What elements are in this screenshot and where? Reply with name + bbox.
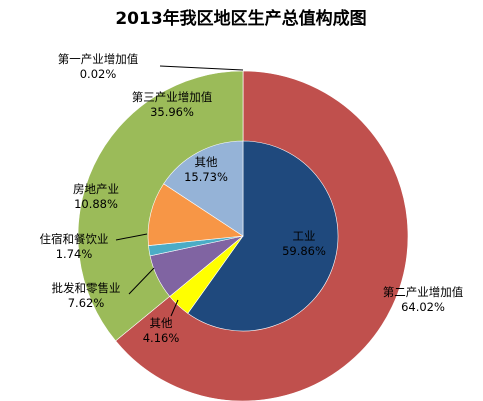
label-hospitality: 住宿和餐饮业 1.74% [40, 232, 109, 261]
chart-title: 2013年我区地区生产总值构成图 [115, 8, 366, 29]
label-other-tertiary: 其他 15.73% [184, 155, 228, 184]
label-tertiary-industry: 第三产业增加值 35.96% [132, 90, 213, 119]
label-secondary-industry: 第二产业增加值 64.02% [383, 285, 464, 314]
label-primary-industry: 第一产业增加值 0.02% [58, 52, 139, 81]
label-real-estate: 房地产业 10.88% [73, 182, 119, 211]
inner-pie [147, 140, 339, 332]
inner-slice-5 [163, 140, 244, 237]
slice-labels: 第一产业增加值 0.02% 第三产业增加值 35.96% 第二产业增加值 64.02% 工业… [40, 52, 464, 345]
leader-other-secondary [170, 299, 179, 317]
label-other-secondary: 其他 4.16% [143, 316, 180, 345]
leader-lines [115, 65, 244, 317]
leader-primary-industry [159, 65, 244, 71]
inner-slice-0 [187, 140, 339, 332]
leader-hospitality [115, 233, 148, 241]
leader-wholesale-retail [128, 267, 155, 295]
label-industry: 工业 59.86% [282, 229, 326, 258]
label-wholesale-retail: 批发和零售业 7.62% [52, 281, 121, 310]
